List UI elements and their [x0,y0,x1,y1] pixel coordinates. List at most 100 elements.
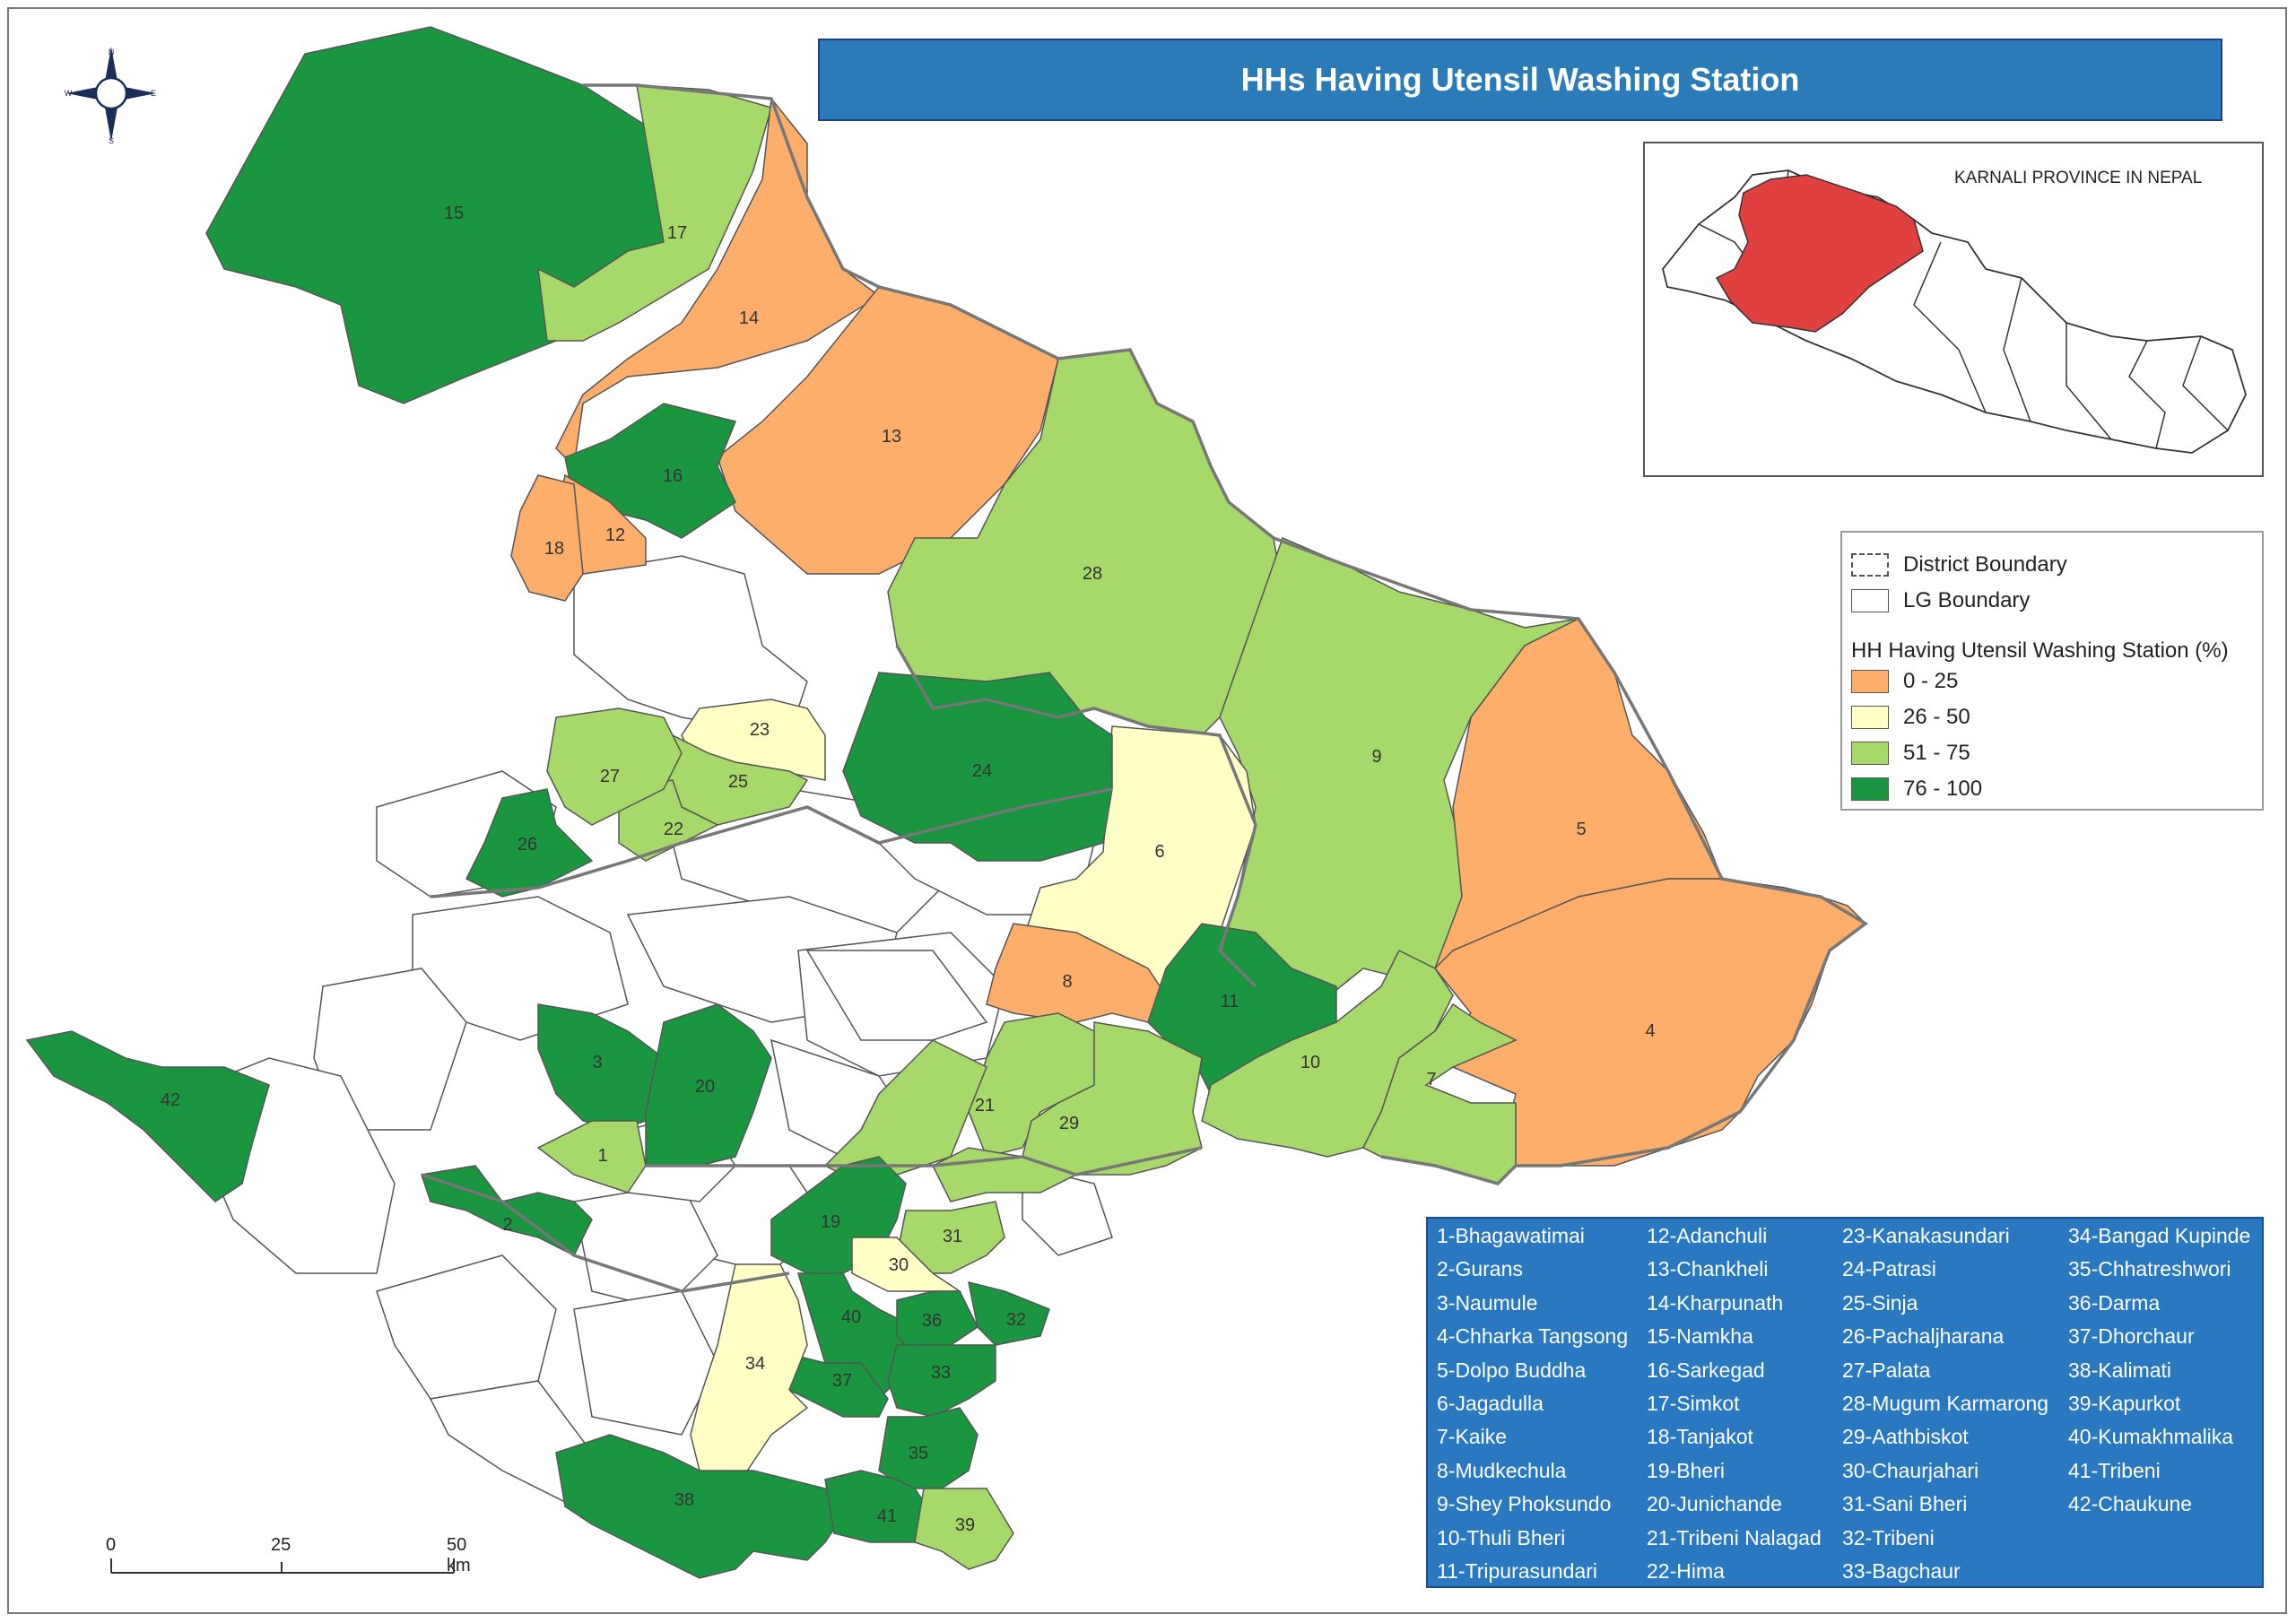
lg-27 [546,707,683,826]
municipality-name: 26-Pachaljharana [1842,1324,2005,1349]
legend-class-label: 76 - 100 [1903,777,1983,801]
map-label-2: 2 [502,1215,512,1235]
legend-district-boundary-label: District Boundary [1903,552,2067,577]
municipality-name: 18-Tanjakot [1647,1425,1753,1449]
map-label-19: 19 [821,1212,840,1232]
municipality-name: 20-Junichande [1647,1492,1782,1516]
legend-district-boundary: District Boundary [1851,552,2067,577]
compass-w-label: W [65,89,73,98]
municipality-name: 39-Kapurkot [2068,1392,2181,1415]
municipality-name: 32-Tribeni [1842,1525,1935,1549]
map-label-3: 3 [592,1053,602,1072]
unclassified-lg [313,968,467,1131]
lg-35 [878,1407,978,1489]
municipality-name: 42-Chaukune [2068,1492,2193,1516]
municipality-name: 4-Chharka Tangsong [1437,1324,1629,1349]
lg-34 [690,1263,809,1489]
map-label-12: 12 [605,525,625,545]
municipality-name: 1-Bhagawatimai [1437,1224,1585,1247]
lg-17 [537,84,772,342]
inset-label: KARNALI PROVINCE IN NEPAL [1954,169,2203,187]
map-label-36: 36 [922,1311,942,1331]
municipality-name: 11-Tripurasundari [1437,1559,1597,1583]
municipality-name: 35-Chhatreshwori [2068,1257,2231,1281]
map-label-15: 15 [444,204,464,223]
north-arrow-icon: N S E W [65,47,156,145]
legend-lg-boundary: LG Boundary [1851,588,2030,613]
municipality-name: 22-Hima [1647,1559,1725,1583]
municipality-name: 15-Namkha [1647,1324,1753,1349]
municipality-name: 27-Palata [1842,1358,1931,1382]
municipality-name: 8-Mudkechula [1437,1458,1567,1482]
map-label-42: 42 [161,1090,180,1110]
map-label-7: 7 [1426,1070,1436,1089]
map-title-text: HHs Having Utensil Washing Station [1240,61,1800,98]
municipality-name: 7-Kaike [1437,1425,1507,1449]
municipality-name: 13-Chankheli [1647,1257,1769,1281]
map-label-5: 5 [1576,820,1586,839]
municipality-name: 14-Kharpunath [1647,1290,1784,1315]
lg-39 [914,1488,1014,1570]
scale-label-0: 0 [106,1535,117,1555]
map-label-25: 25 [728,772,748,792]
map-label-33: 33 [931,1363,951,1383]
municipality-name: 33-Bagchaur [1842,1559,1961,1583]
lg-42 [25,1030,270,1202]
legend-class-row: 0 - 25 [1851,669,1958,694]
inset-map: KARNALI PROVINCE IN NEPAL [1643,142,2264,477]
map-label-39: 39 [955,1515,975,1535]
legend-class-row: 26 - 50 [1851,705,1970,730]
municipality-name: 29-Aathbiskot [1842,1425,1969,1449]
map-label-1: 1 [597,1146,607,1166]
municipality-name: 5-Dolpo Buddha [1437,1358,1587,1382]
municipality-name: 17-Simkot [1647,1392,1740,1415]
white-swatch-icon [1851,589,1889,612]
map-label-14: 14 [739,308,759,328]
karnali-highlight [1715,174,1924,333]
legend-class-label: 0 - 25 [1903,669,1959,693]
map-label-8: 8 [1062,972,1072,992]
dashed-swatch-icon [1851,553,1889,577]
legend-class-row: 76 - 100 [1851,777,1982,802]
municipality-name: 6-Jagadulla [1437,1392,1544,1415]
lg-15 [205,26,665,404]
scale-label-50: 50 km [447,1535,471,1575]
map-label-17: 17 [667,223,687,243]
municipality-name: 16-Sarkegad [1647,1358,1765,1382]
lg-37 [788,1353,889,1418]
legend-swatch [1851,706,1889,729]
municipality-name: 19-Bheri [1647,1458,1725,1482]
legend-class-label: 51 - 75 [1903,741,1970,765]
municipality-name: 36-Darma [2068,1290,2161,1315]
municipality-name: 40-Kumakhmalika [2068,1425,2234,1449]
lg-2 [421,1165,593,1257]
map-label-22: 22 [664,820,683,839]
map-label-34: 34 [745,1354,765,1374]
lg-38 [555,1434,844,1579]
legend-heading: HH Having Utensil Washing Station (%) [1851,638,2229,663]
municipality-name: 41-Tribeni [2068,1458,2161,1482]
legend-swatch [1851,670,1889,693]
map-label-41: 41 [877,1506,897,1526]
municipality-names-table: 1-Bhagawatimai 2-Gurans 3-Naumule 4-Chharka… [1426,1217,2264,1588]
scale-bar-graphic [110,1558,455,1574]
legend-swatch [1851,742,1889,765]
map-label-11: 11 [1221,992,1239,1011]
municipality-name: 9-Shey Phoksundo [1437,1492,1612,1516]
lg-33 [887,1344,996,1418]
municipality-name: 38-Kalimati [2068,1358,2172,1382]
unclassified-lg [376,1254,557,1400]
municipality-name: 25-Sinja [1842,1290,1918,1315]
map-label-38: 38 [674,1490,694,1510]
lg-24 [842,672,1113,862]
map-label-23: 23 [750,720,770,740]
map-label-9: 9 [1371,747,1381,767]
legend-class-row: 51 - 75 [1851,741,1970,766]
legend-lg-boundary-label: LG Boundary [1903,588,2031,612]
municipality-name: 31-Sani Bheri [1842,1492,1968,1516]
map-label-6: 6 [1154,842,1164,862]
lg-20 [645,1003,772,1167]
municipality-name: 23-Kanakasundari [1842,1224,2010,1247]
municipality-name: 30-Chaurjahari [1842,1458,1979,1482]
